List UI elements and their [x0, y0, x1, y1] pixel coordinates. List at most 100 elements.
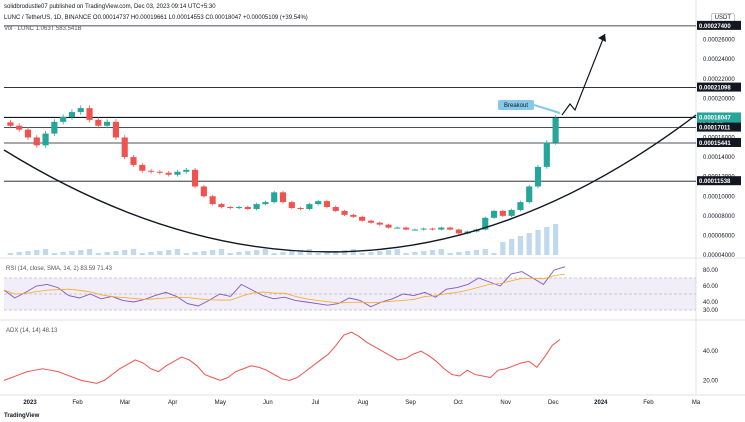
volume-bar: [429, 250, 436, 255]
candle-body: [218, 204, 225, 208]
volume-bar: [78, 250, 84, 255]
candle-body: [534, 166, 542, 187]
volume-bar: [166, 250, 172, 255]
time-tick-label: Feb: [643, 400, 654, 406]
candle-body: [499, 210, 506, 216]
adx-tick-label: 20.00: [703, 378, 719, 384]
candle-body: [323, 201, 331, 208]
candle-body: [7, 122, 14, 126]
candle-body: [359, 216, 366, 221]
candle-body: [24, 129, 32, 138]
candle-body: [244, 207, 251, 209]
candle-body: [165, 172, 172, 175]
price-level-tag: 0.00021098: [697, 82, 741, 92]
price-tag-text: 0.00027400: [699, 24, 731, 30]
candle-body: [121, 137, 128, 158]
volume-bar: [104, 252, 110, 255]
rsi-tick-label: 80.00: [703, 268, 719, 274]
volume-bar: [289, 251, 295, 255]
volume-bar: [86, 249, 93, 255]
candle-body: [429, 228, 436, 230]
price-tag-box: [697, 137, 741, 147]
volume-bar: [253, 250, 260, 255]
time-tick-label: Ma: [692, 400, 701, 406]
volume-bar: [297, 250, 304, 255]
price-level-tag: 0.00017011: [697, 122, 741, 132]
candle-body: [235, 207, 243, 209]
volume-bar: [16, 252, 22, 255]
candle-body: [279, 192, 287, 203]
volume-bar: [25, 251, 31, 255]
volume-bar: [148, 252, 154, 255]
time-tick-label: Aug: [358, 400, 369, 406]
candle-body: [262, 202, 269, 205]
publish-info: solidbrodustle07 published on TradingVie…: [4, 4, 216, 10]
volume-bar: [500, 242, 506, 255]
candle-body: [60, 116, 67, 122]
price-tick-label: 0.00006000: [703, 233, 735, 239]
price-tag-text: 0.00011538: [699, 179, 731, 185]
rsi-tick-label: 60.00: [703, 284, 719, 290]
candle-body: [403, 227, 410, 230]
candle-body: [130, 157, 137, 165]
volume-bar: [465, 251, 471, 255]
rsi-ma-line: [3, 273, 566, 304]
candle-body: [350, 214, 357, 217]
rsi-tick-label: 30.00: [703, 308, 719, 314]
time-tick-label: 2024: [594, 400, 608, 406]
candle-body: [508, 209, 515, 216]
volume-bar: [315, 253, 321, 255]
tradingview-logo: TradingView: [4, 413, 40, 419]
volume-bar: [412, 252, 418, 255]
volume-bar: [456, 252, 462, 255]
rounding-bottom-curve: [3, 114, 697, 253]
price-tag-text: 0.00017011: [699, 126, 731, 132]
candle-body: [148, 170, 155, 172]
rsi-tick-label: 40.00: [703, 300, 719, 306]
price-tick-label: 0.00022000: [703, 77, 735, 83]
price-tick-label: 0.00020000: [703, 96, 735, 102]
price-tag-box: [697, 122, 741, 132]
candle-body: [552, 117, 559, 143]
volume-bar: [377, 251, 383, 255]
time-tick-label: Jun: [263, 400, 273, 406]
volume-bar: [482, 249, 488, 255]
volume-bar: [491, 253, 497, 255]
volume-bar: [526, 233, 532, 255]
volume-bar: [210, 250, 216, 255]
time-tick-label: Dec: [548, 400, 559, 406]
volume-bar: [438, 249, 444, 255]
candle-body: [183, 169, 190, 172]
candle-body: [288, 202, 295, 208]
volume-bar: [218, 249, 225, 255]
volume-bar: [69, 251, 75, 255]
candle-body: [174, 171, 181, 175]
candle-body: [16, 125, 23, 130]
price-tick-label: 0.00014000: [703, 155, 735, 161]
breakout-box: [498, 100, 534, 110]
candle-body: [341, 210, 348, 215]
adx-line: [3, 331, 561, 384]
volume-bar: [7, 253, 14, 255]
price-level-tag: 0.00027400: [697, 20, 741, 30]
candle-body: [227, 207, 234, 209]
candle-body: [200, 186, 207, 197]
volume-bar: [552, 224, 559, 255]
candle-body: [438, 227, 445, 230]
candle-body: [51, 121, 58, 134]
volume-bar: [359, 253, 365, 255]
volume-bar: [447, 253, 453, 255]
volume-bar: [324, 252, 330, 255]
candle-body: [482, 217, 489, 230]
volume-bar: [42, 249, 49, 255]
candle-body: [253, 204, 260, 209]
candle-body: [447, 227, 454, 230]
time-tick-label: Nov: [500, 400, 511, 406]
candle-body: [68, 112, 76, 117]
candle-body: [271, 192, 278, 203]
volume-bar: [157, 251, 163, 255]
volume-bar: [394, 249, 400, 255]
candle-body: [490, 210, 498, 218]
volume-bar: [271, 253, 277, 255]
